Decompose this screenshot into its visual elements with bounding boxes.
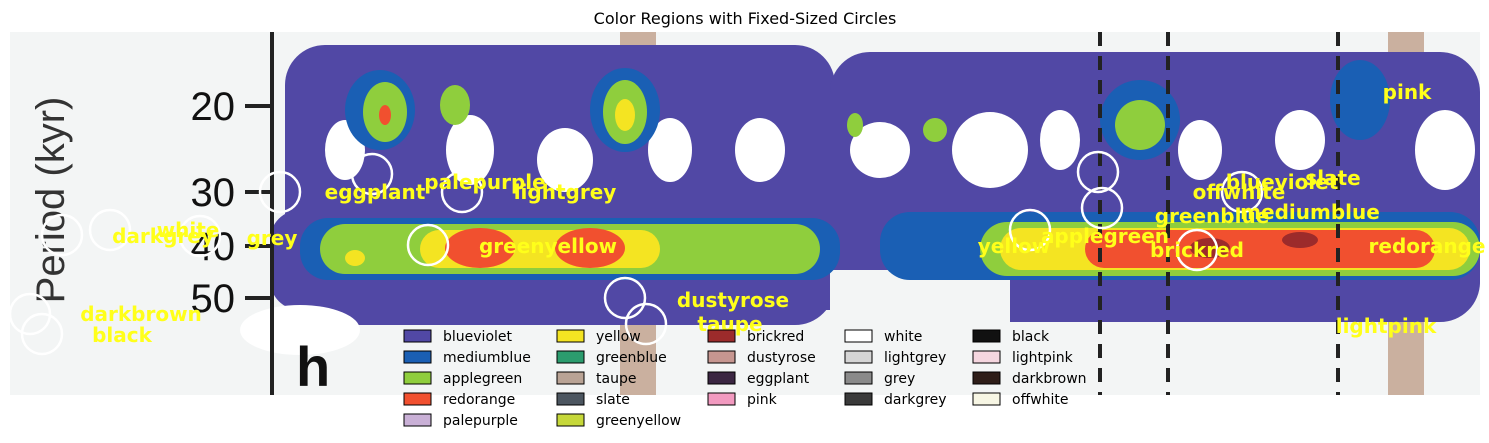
circle-label-offwhite: offwhite: [1193, 180, 1286, 204]
legend-label-redorange: redorange: [443, 392, 515, 408]
circle-label-yellow: yellow: [978, 234, 1051, 258]
marker-circle: [258, 170, 302, 214]
marker-circle: [1080, 186, 1124, 230]
legend-swatch-dustyrose: [707, 350, 736, 364]
circle-label-dustyrose: dustyrose: [677, 288, 789, 312]
legend-swatch-palepurple: [403, 413, 432, 427]
dashed-lines: [1098, 32, 1340, 395]
legend-label-applegreen: applegreen: [443, 371, 522, 387]
circle-label-pink: pink: [1383, 80, 1432, 104]
legend-label-offwhite: offwhite: [1012, 392, 1069, 408]
heatmap-redorange: [379, 105, 1435, 268]
ytick-40: 40: [191, 225, 236, 269]
circle-label-mediumblue: mediumblue: [1240, 200, 1380, 224]
legend-label-white: white: [884, 329, 922, 345]
legend-label-lightpink: lightpink: [1012, 350, 1074, 366]
circle-label-greenyellow: greenyellow: [479, 234, 617, 258]
circle-label-greenblue: greenblue: [1155, 204, 1270, 228]
legend-swatch-grey: [844, 371, 873, 385]
panel-label: h: [296, 335, 330, 398]
legend-swatch-pink: [707, 392, 736, 406]
legend-label-black: black: [1012, 329, 1050, 345]
marker-circle: [440, 170, 484, 214]
legend-label-greenyellow: greenyellow: [596, 413, 681, 429]
circle-label-brickred: brickred: [1150, 238, 1244, 262]
marker-circle: [1008, 208, 1052, 252]
legend-swatch-slate: [556, 392, 585, 406]
circle-label-darkbrown: darkbrown: [80, 302, 202, 326]
marker-circle: [350, 152, 394, 196]
labels-layer: bluevioletoffwhiteslatemediumbluegreenbl…: [80, 80, 1485, 347]
y-axis-label: Period (kyr): [29, 97, 73, 304]
legend-swatch-blueviolet: [403, 329, 432, 343]
legend-label-dustyrose: dustyrose: [747, 350, 816, 366]
marker-circle: [88, 208, 132, 252]
circle-label-darkgrey: darkgrey: [112, 224, 214, 248]
chart-title: Color Regions with Fixed-Sized Circles: [594, 9, 897, 28]
legend-swatch-lightgrey: [844, 350, 873, 364]
legend-swatch-greenblue: [556, 350, 585, 364]
circle-label-grey: grey: [247, 226, 298, 250]
circle-label-blueviolet: blueviolet: [1226, 170, 1339, 194]
marker-circle: [178, 214, 222, 258]
circle-label-black: black: [92, 323, 153, 347]
legend-label-pink: pink: [747, 392, 778, 408]
circle-label-palepurple: palepurple: [424, 170, 545, 194]
heatmap-image: 20 30 40 50 Period (kyr) h: [10, 32, 1480, 398]
legend-swatch-darkgrey: [844, 392, 873, 406]
legend-swatch-black: [972, 329, 1001, 343]
legend-label-mediumblue: mediumblue: [443, 350, 531, 366]
legend-label-slate: slate: [596, 392, 630, 408]
legend-label-taupe: taupe: [596, 371, 636, 387]
circle-label-eggplant: eggplant: [325, 180, 426, 204]
marker-circle: [406, 223, 450, 267]
legend-swatch-darkbrown: [972, 371, 1001, 385]
marker-circle: [624, 302, 668, 346]
legend-label-grey: grey: [884, 371, 915, 387]
legend-swatch-applegreen: [403, 371, 432, 385]
legend-label-darkbrown: darkbrown: [1012, 371, 1087, 387]
legend: blueviolet mediumblue applegreen redorange p…: [403, 329, 1087, 429]
circle-label-lightpink: lightpink: [1336, 314, 1437, 338]
marker-circle: [1175, 228, 1219, 272]
legend-label-palepurple: palepurple: [443, 413, 518, 429]
legend-label-lightgrey: lightgrey: [884, 350, 946, 366]
legend-swatch-redorange: [403, 392, 432, 406]
heatmap-brickred: [1190, 232, 1318, 258]
axis-ticks: [245, 104, 272, 300]
marker-circle: [1220, 170, 1264, 214]
marker-circle: [20, 312, 64, 356]
legend-swatch-offwhite: [972, 392, 1001, 406]
circle-label-slate: slate: [1305, 166, 1360, 190]
legend-label-yellow: yellow: [596, 329, 641, 345]
marker-circle: [603, 276, 647, 320]
legend-label-brickred: brickred: [747, 329, 804, 345]
legend-swatch-mediumblue: [403, 350, 432, 364]
legend-label-greenblue: greenblue: [596, 350, 667, 366]
legend-swatch-white: [844, 329, 873, 343]
legend-swatch-yellow: [556, 329, 585, 343]
legend-label-eggplant: eggplant: [747, 371, 810, 387]
marker-circle: [8, 292, 52, 336]
ytick-50: 50: [191, 277, 236, 321]
circles-layer: [8, 150, 1264, 356]
legend-swatch-greenyellow: [556, 413, 585, 427]
marker-circle: [40, 213, 84, 257]
legend-swatch-taupe: [556, 371, 585, 385]
circle-label-lightgrey: lightgrey: [514, 180, 617, 204]
circle-label-redorange: redorange: [1369, 234, 1486, 258]
legend-label-blueviolet: blueviolet: [443, 329, 513, 345]
legend-swatch-brickred: [707, 329, 736, 343]
circle-label-white: white: [157, 218, 220, 242]
legend-swatch-lightpink: [972, 350, 1001, 364]
circle-label-applegreen: applegreen: [1041, 224, 1169, 248]
legend-swatch-eggplant: [707, 371, 736, 385]
ytick-20: 20: [191, 85, 236, 129]
ytick-30: 30: [191, 171, 236, 215]
legend-label-darkgrey: darkgrey: [884, 392, 947, 408]
marker-circle: [1076, 150, 1120, 194]
